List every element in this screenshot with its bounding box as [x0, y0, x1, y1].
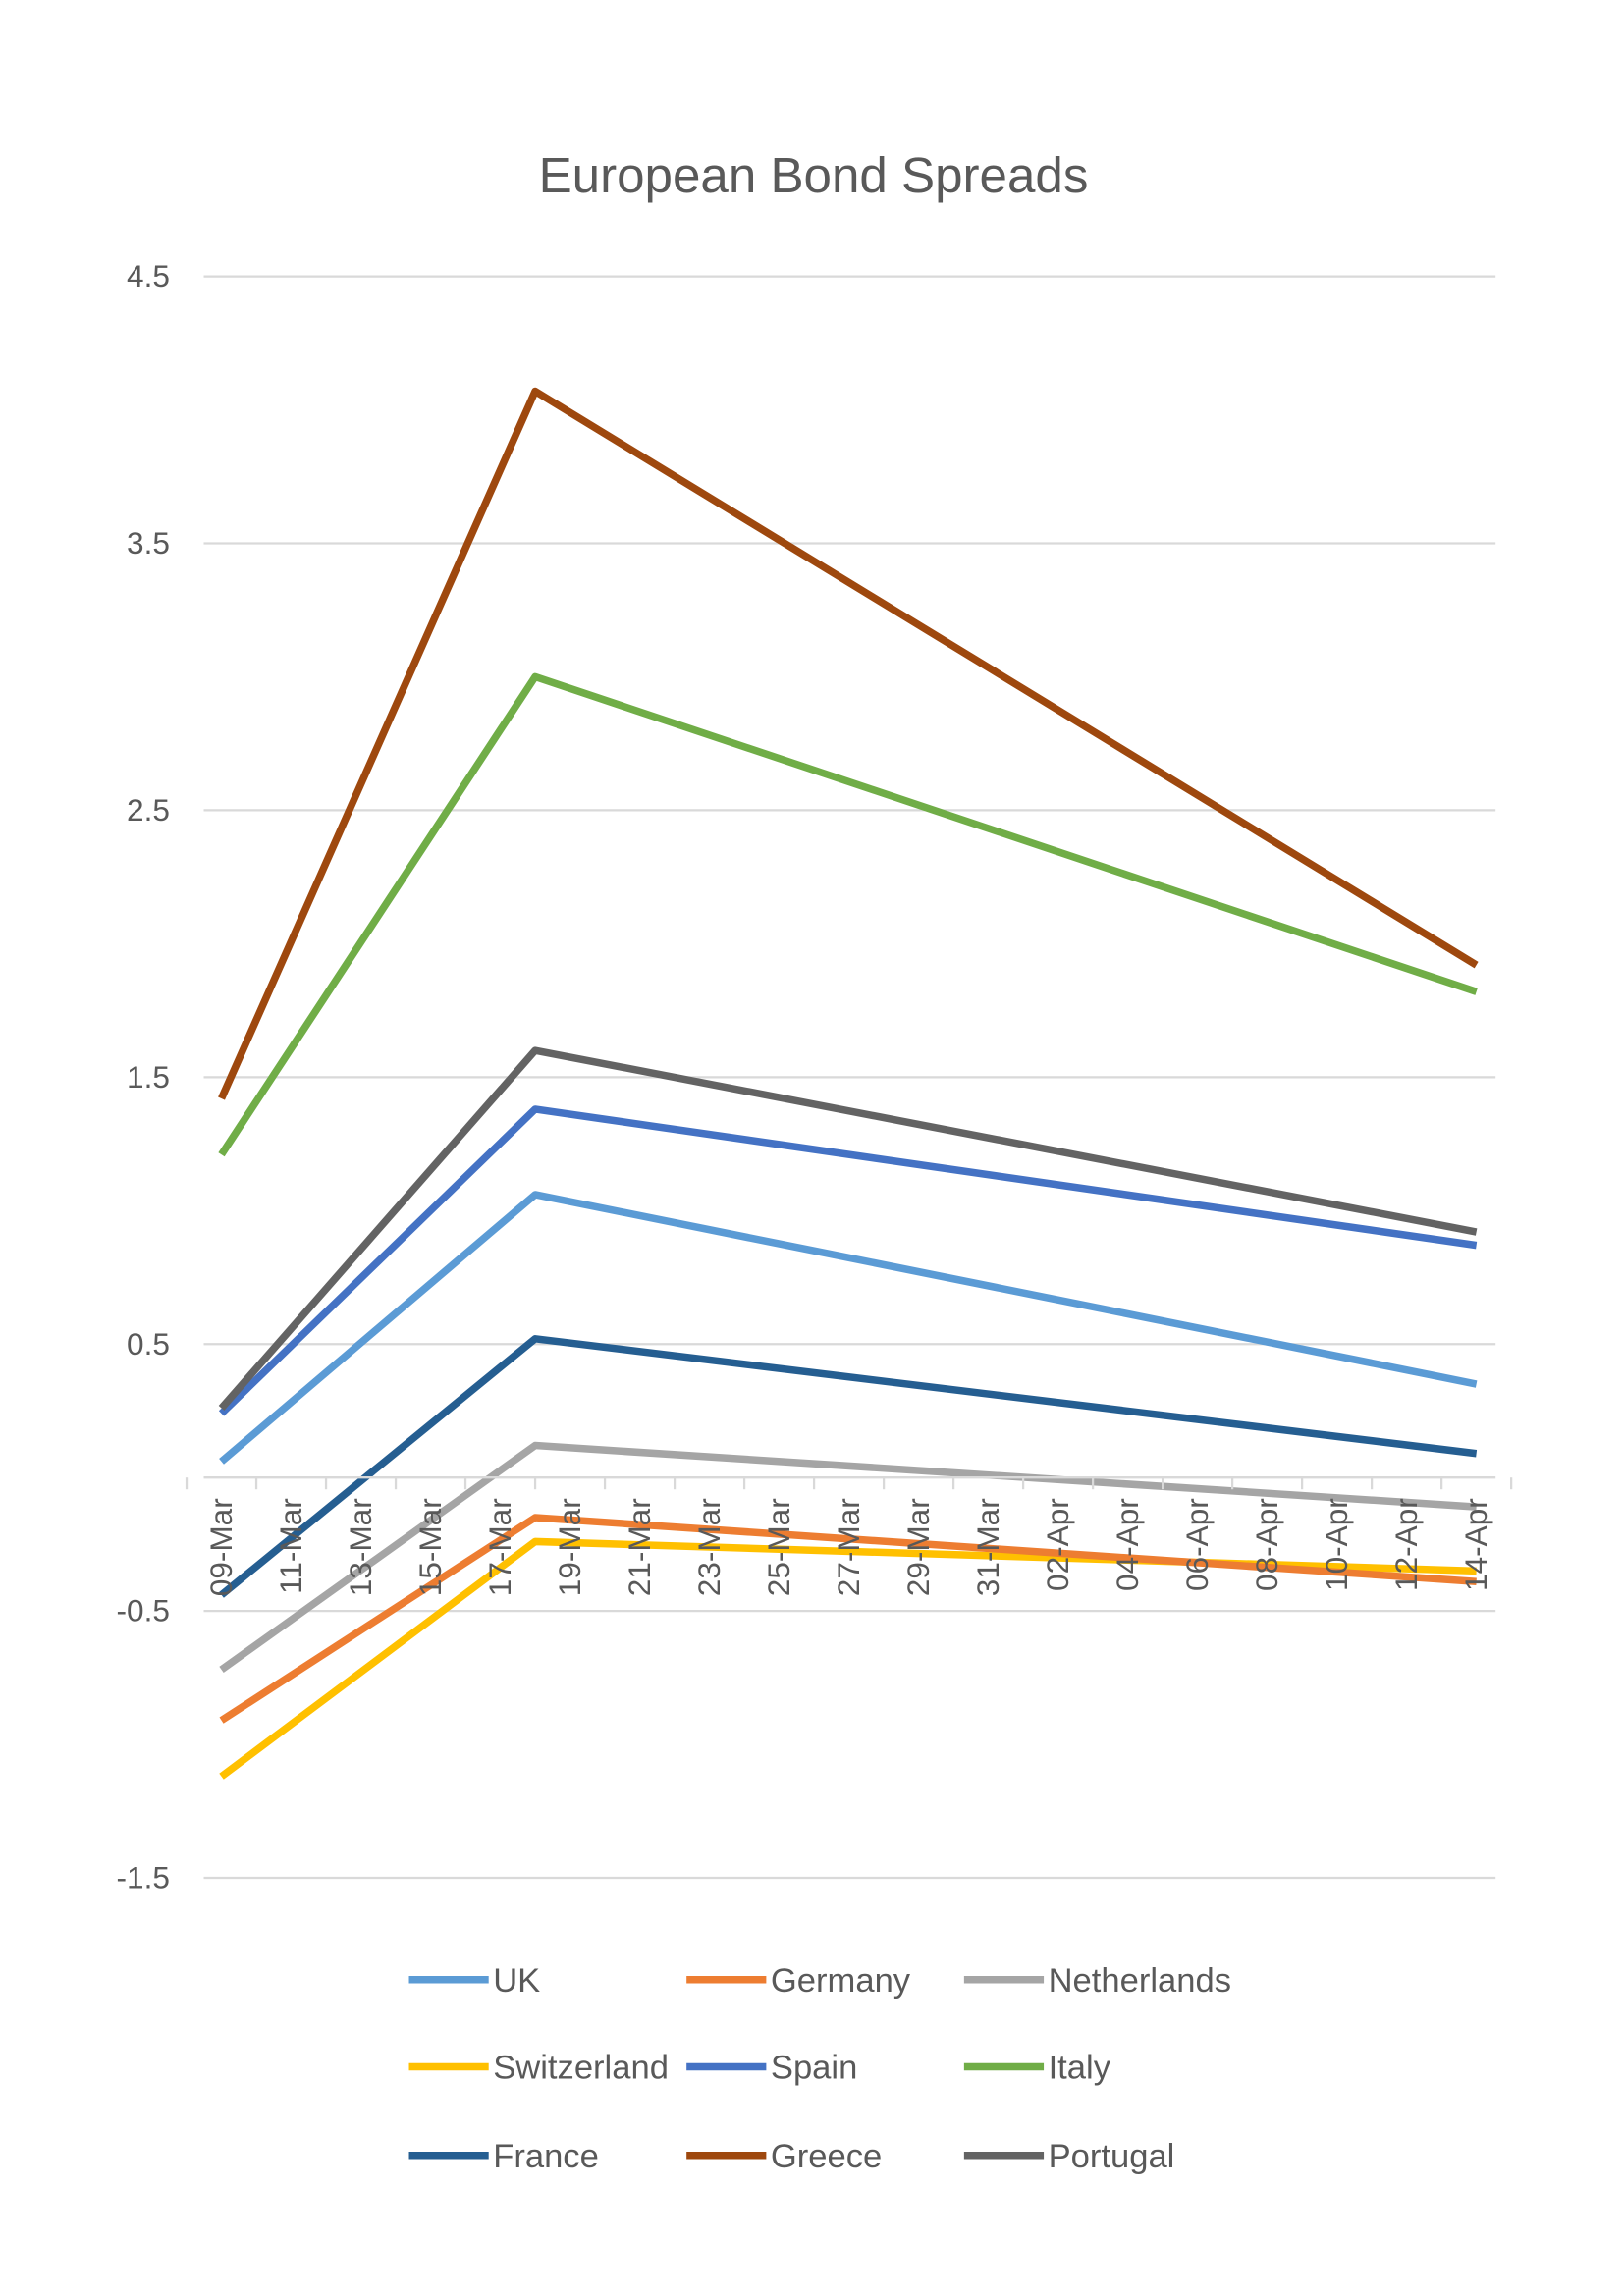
y-tick-label: -0.5 [117, 1593, 170, 1629]
x-tick-label: 25-Mar [761, 1498, 796, 1596]
legend-label: Switzerland [493, 2050, 669, 2087]
x-tick-label: 12-Apr [1388, 1498, 1424, 1591]
x-tick-label: 02-Apr [1040, 1498, 1075, 1591]
x-tick-label: 15-Mar [412, 1498, 448, 1596]
legend-item-italy: Italy [963, 2050, 1111, 2087]
y-tick-label: -1.5 [117, 1860, 170, 1896]
legend-label: Germany [771, 1962, 911, 2000]
series-line-germany [219, 1514, 1477, 1724]
gridlines [203, 275, 1496, 1880]
x-tick-label: 14-Apr [1458, 1498, 1493, 1591]
y-tick-label: 0.5 [127, 1326, 170, 1362]
y-axis: 4.5 3.5 2.5 1.5 0.5 -0.5 -1.5 [117, 258, 170, 1895]
legend-label: Italy [1049, 2050, 1111, 2087]
legend: UK Germany Netherlands Switzerland Spain Ital… [408, 1962, 1231, 2175]
series-line-portugal [218, 1046, 1478, 1411]
legend-label: Portugal [1049, 2138, 1175, 2175]
y-tick-label: 4.5 [127, 258, 170, 294]
y-tick-label: 1.5 [127, 1059, 170, 1095]
x-tick-label: 09-Mar [203, 1498, 239, 1596]
x-tick-label: 19-Mar [552, 1498, 587, 1596]
legend-label: Greece [771, 2138, 882, 2175]
legend-label: France [493, 2138, 599, 2175]
x-tick-label: 31-Mar [970, 1498, 1005, 1596]
legend-label: UK [493, 1962, 540, 2000]
x-axis: 09-Mar 11-Mar 13-Mar 15-Mar 17-Mar 19-Mar 21-M… [185, 1476, 1513, 1596]
chart-title: European Bond Spreads [539, 147, 1089, 203]
series-line-greece [218, 387, 1479, 1100]
legend-item-switzerland: Switzerland [408, 2050, 669, 2087]
x-tick-label: 13-Mar [343, 1498, 378, 1596]
x-tick-label: 29-Mar [900, 1498, 936, 1596]
x-tick-label: 11-Mar [273, 1498, 308, 1594]
y-tick-label: 2.5 [127, 792, 170, 828]
legend-label: Spain [771, 2050, 857, 2087]
x-tick-label: 10-Apr [1319, 1498, 1354, 1591]
x-tick-label: 27-Mar [831, 1498, 866, 1596]
series-line-spain [218, 1105, 1478, 1416]
legend-item-portugal: Portugal [963, 2138, 1175, 2175]
x-tick-label: 04-Apr [1110, 1498, 1145, 1591]
legend-item-greece: Greece [686, 2138, 882, 2175]
legend-item-netherlands: Netherlands [963, 1962, 1231, 2000]
legend-item-france: France [408, 2138, 599, 2175]
y-tick-label: 3.5 [127, 525, 170, 561]
legend-item-spain: Spain [686, 2050, 857, 2087]
x-tick-label: 08-Apr [1249, 1498, 1284, 1591]
legend-label: Netherlands [1049, 1962, 1231, 2000]
x-tick-label: 23-Mar [691, 1498, 727, 1596]
legend-item-uk: UK [408, 1962, 540, 2000]
legend-item-germany: Germany [686, 1962, 911, 2000]
series-line-italy [218, 672, 1478, 1157]
x-tick-label: 17-Mar [482, 1498, 517, 1596]
series-line-france [219, 1335, 1478, 1598]
x-tick-label: 21-Mar [622, 1498, 657, 1596]
series-line-uk [219, 1191, 1478, 1465]
x-tick-label: 06-Apr [1179, 1498, 1215, 1591]
